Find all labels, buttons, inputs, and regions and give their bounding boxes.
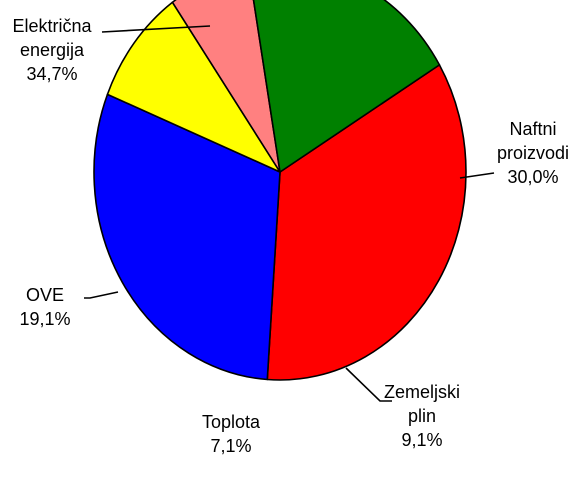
- leader-line-zemeljski-plin: [345, 367, 392, 402]
- slice-label-line: plin: [407, 406, 437, 426]
- leader-line-elektricna-energija: [101, 25, 211, 33]
- slice-label-zemeljski-plin: Zemeljski plin 9,1%: [370, 380, 474, 452]
- slice-elektricna-energija: [266, 64, 467, 381]
- slice-value-label: 9,1%: [401, 430, 443, 450]
- slice-label-line: OVE: [25, 285, 64, 305]
- slice-toplota: [171, 0, 281, 173]
- slice-zemeljski-plin: [106, 1, 281, 173]
- slice-label-line: Naftni: [509, 119, 557, 139]
- slice-label-line: Zemeljski: [383, 382, 460, 402]
- slice-label-line: Toplota: [201, 412, 261, 432]
- slice-label-toplota: Toplota 7,1%: [183, 410, 279, 458]
- slice-label-naftni-proizvodi: Naftni proizvodi 30,0%: [478, 117, 588, 189]
- slice-label-ove: OVE 19,1%: [0, 283, 90, 331]
- slice-ove: [252, 0, 441, 173]
- slice-label-line: proizvodi: [496, 143, 570, 163]
- leader-line-ove: [84, 291, 119, 299]
- slice-value-label: 19,1%: [19, 309, 71, 329]
- slice-value-label: 7,1%: [210, 436, 252, 456]
- leader-line-naftni-proizvodi: [459, 172, 495, 179]
- slice-label-line: Električna: [12, 16, 92, 36]
- slice-naftni-proizvodi: [93, 93, 281, 381]
- slice-value-label: 34,7%: [26, 64, 78, 84]
- slice-label-elektricna-energija: Električna energija 34,7%: [0, 14, 104, 86]
- slice-value-label: 30,0%: [507, 167, 559, 187]
- slice-label-line: energija: [19, 40, 85, 60]
